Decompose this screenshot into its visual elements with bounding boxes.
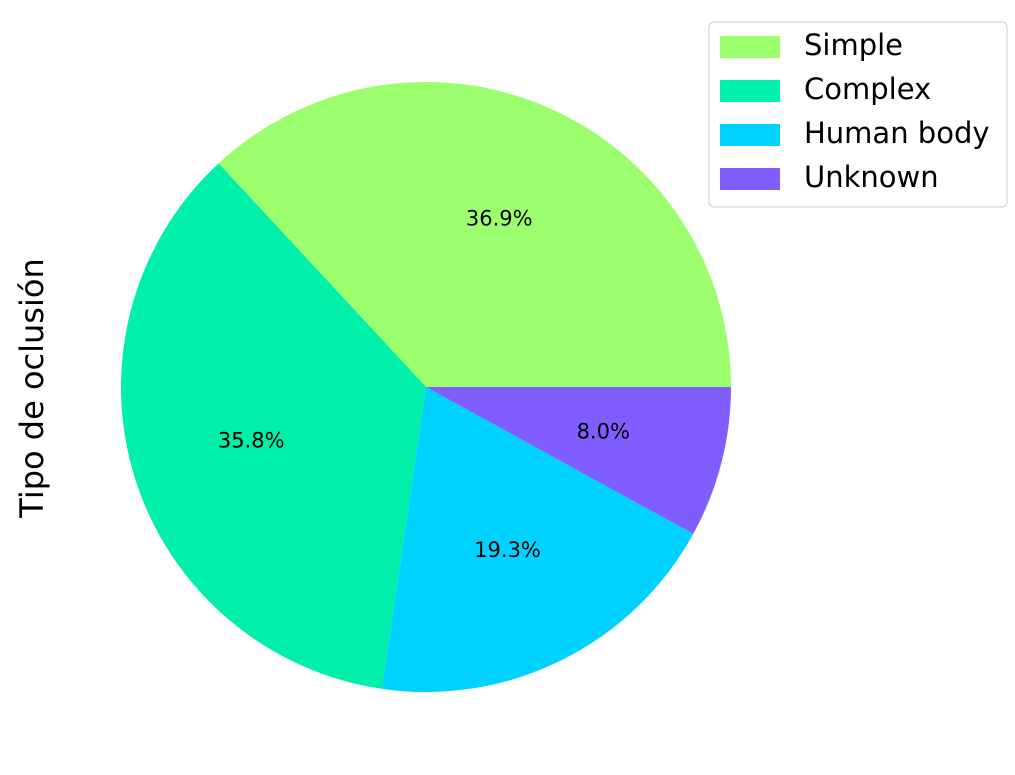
percent-label: 8.0% <box>577 420 630 444</box>
legend-label: Human body <box>804 116 990 150</box>
pie-slices <box>121 81 732 692</box>
legend-swatch <box>720 36 780 58</box>
legend-frame <box>708 21 1008 208</box>
legend-swatch <box>720 124 780 146</box>
percent-label: 35.8% <box>218 428 285 452</box>
legend-label: Complex <box>804 72 931 106</box>
legend-swatch <box>720 168 780 190</box>
y-axis-label: Tipo de oclusión <box>13 258 51 518</box>
legend-entries: Simple Complex Human body Unknown <box>720 28 990 194</box>
pie-slice-human-body <box>382 387 694 692</box>
pie-slice-unknown <box>426 387 731 534</box>
legend: Simple Complex Human body Unknown <box>708 21 1008 208</box>
legend-label: Unknown <box>804 160 939 194</box>
percent-labels: 36.9% 35.8% 19.3% 8.0% <box>218 206 630 562</box>
pie-slice-complex <box>121 163 427 689</box>
pie-slice-simple <box>218 81 732 387</box>
legend-label: Simple <box>804 28 903 62</box>
legend-swatch <box>720 80 780 102</box>
percent-label: 36.9% <box>466 206 533 230</box>
percent-label: 19.3% <box>474 538 541 562</box>
